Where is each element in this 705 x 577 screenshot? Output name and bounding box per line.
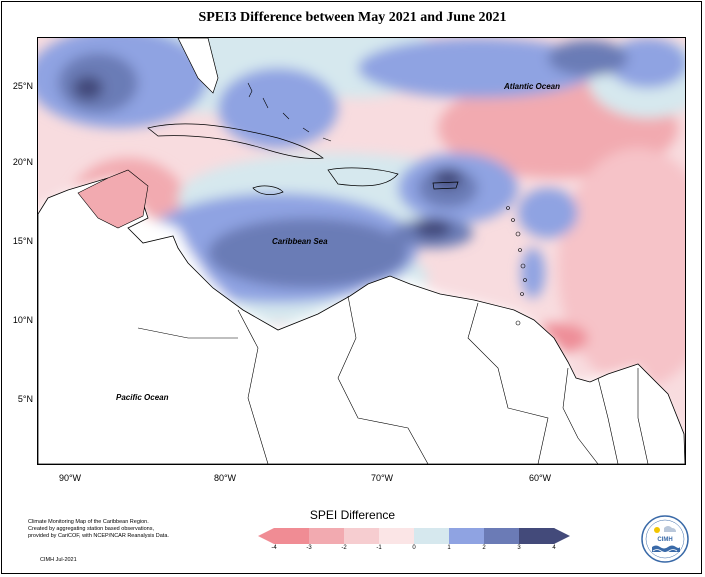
legend-tick-label: -1 [376, 545, 382, 551]
land-mainland [38, 177, 685, 464]
legend-tick-label: 4 [552, 545, 556, 551]
legend-tick-label: 3 [517, 545, 521, 551]
legend-swatch [414, 528, 450, 544]
lon-label-90: 90°W [58, 473, 82, 483]
yucatan [77, 169, 149, 229]
jamaica [252, 185, 284, 195]
map-title: SPEI3 Difference between May 2021 and Ju… [198, 10, 507, 25]
legend-swatch [519, 528, 555, 544]
florida [177, 38, 219, 94]
legend-swatch [344, 528, 380, 544]
cimh-logo: CIMH [640, 514, 690, 564]
hispaniola [327, 167, 399, 187]
legend-tick-label: 1 [447, 545, 451, 551]
legend-arrow-right [554, 528, 570, 544]
map-area: Atlantic Ocean Caribbean Sea Pacific Oce… [37, 37, 686, 465]
lon-label-70: 70°W [370, 473, 394, 483]
label-atlantic: Atlantic Ocean [504, 82, 561, 91]
legend-tick-label: -2 [341, 545, 347, 551]
label-caribbean: Caribbean Sea [272, 237, 328, 246]
legend-swatch [484, 528, 520, 544]
cuba [147, 123, 324, 159]
legend-tick-label: 2 [482, 545, 486, 551]
legend-swatch [274, 528, 310, 544]
lesser-antilles [506, 206, 527, 326]
logo-text: CIMH [657, 537, 673, 543]
lon-label-60: 60°W [528, 473, 552, 483]
legend-swatch [309, 528, 345, 544]
map-svg [38, 38, 685, 464]
legend-swatch [379, 528, 415, 544]
legend-tick-label: -3 [306, 545, 312, 551]
legend-colorbar [258, 528, 570, 544]
credit-footer: CIMH Jul-2021 [40, 557, 77, 563]
legend-tick-label: -4 [271, 545, 277, 551]
legend-swatch [449, 528, 485, 544]
legend-arrow-left [258, 528, 274, 544]
lon-label-80: 80°W [213, 473, 237, 483]
credit-line-1: Climate Monitoring Map of the Caribbean … [28, 519, 149, 525]
credit-line-3: provided by CariCOF, with NCEP/NCAR Rean… [28, 533, 169, 539]
lat-label-10: 10°N [12, 315, 33, 325]
label-pacific: Pacific Ocean [116, 393, 169, 402]
bahamas [247, 82, 332, 142]
credit-line-2: Created by aggregating station based obs… [28, 526, 154, 532]
borders [137, 295, 649, 464]
lat-label-20: 20°N [12, 157, 33, 167]
lat-label-15: 15°N [12, 236, 33, 246]
lat-label-25: 25°N [12, 81, 33, 91]
legend-title: SPEI Difference [309, 508, 396, 522]
lat-label-5: 5°N [17, 394, 33, 404]
legend-tick-label: 0 [412, 545, 416, 551]
puerto-rico [432, 181, 459, 190]
